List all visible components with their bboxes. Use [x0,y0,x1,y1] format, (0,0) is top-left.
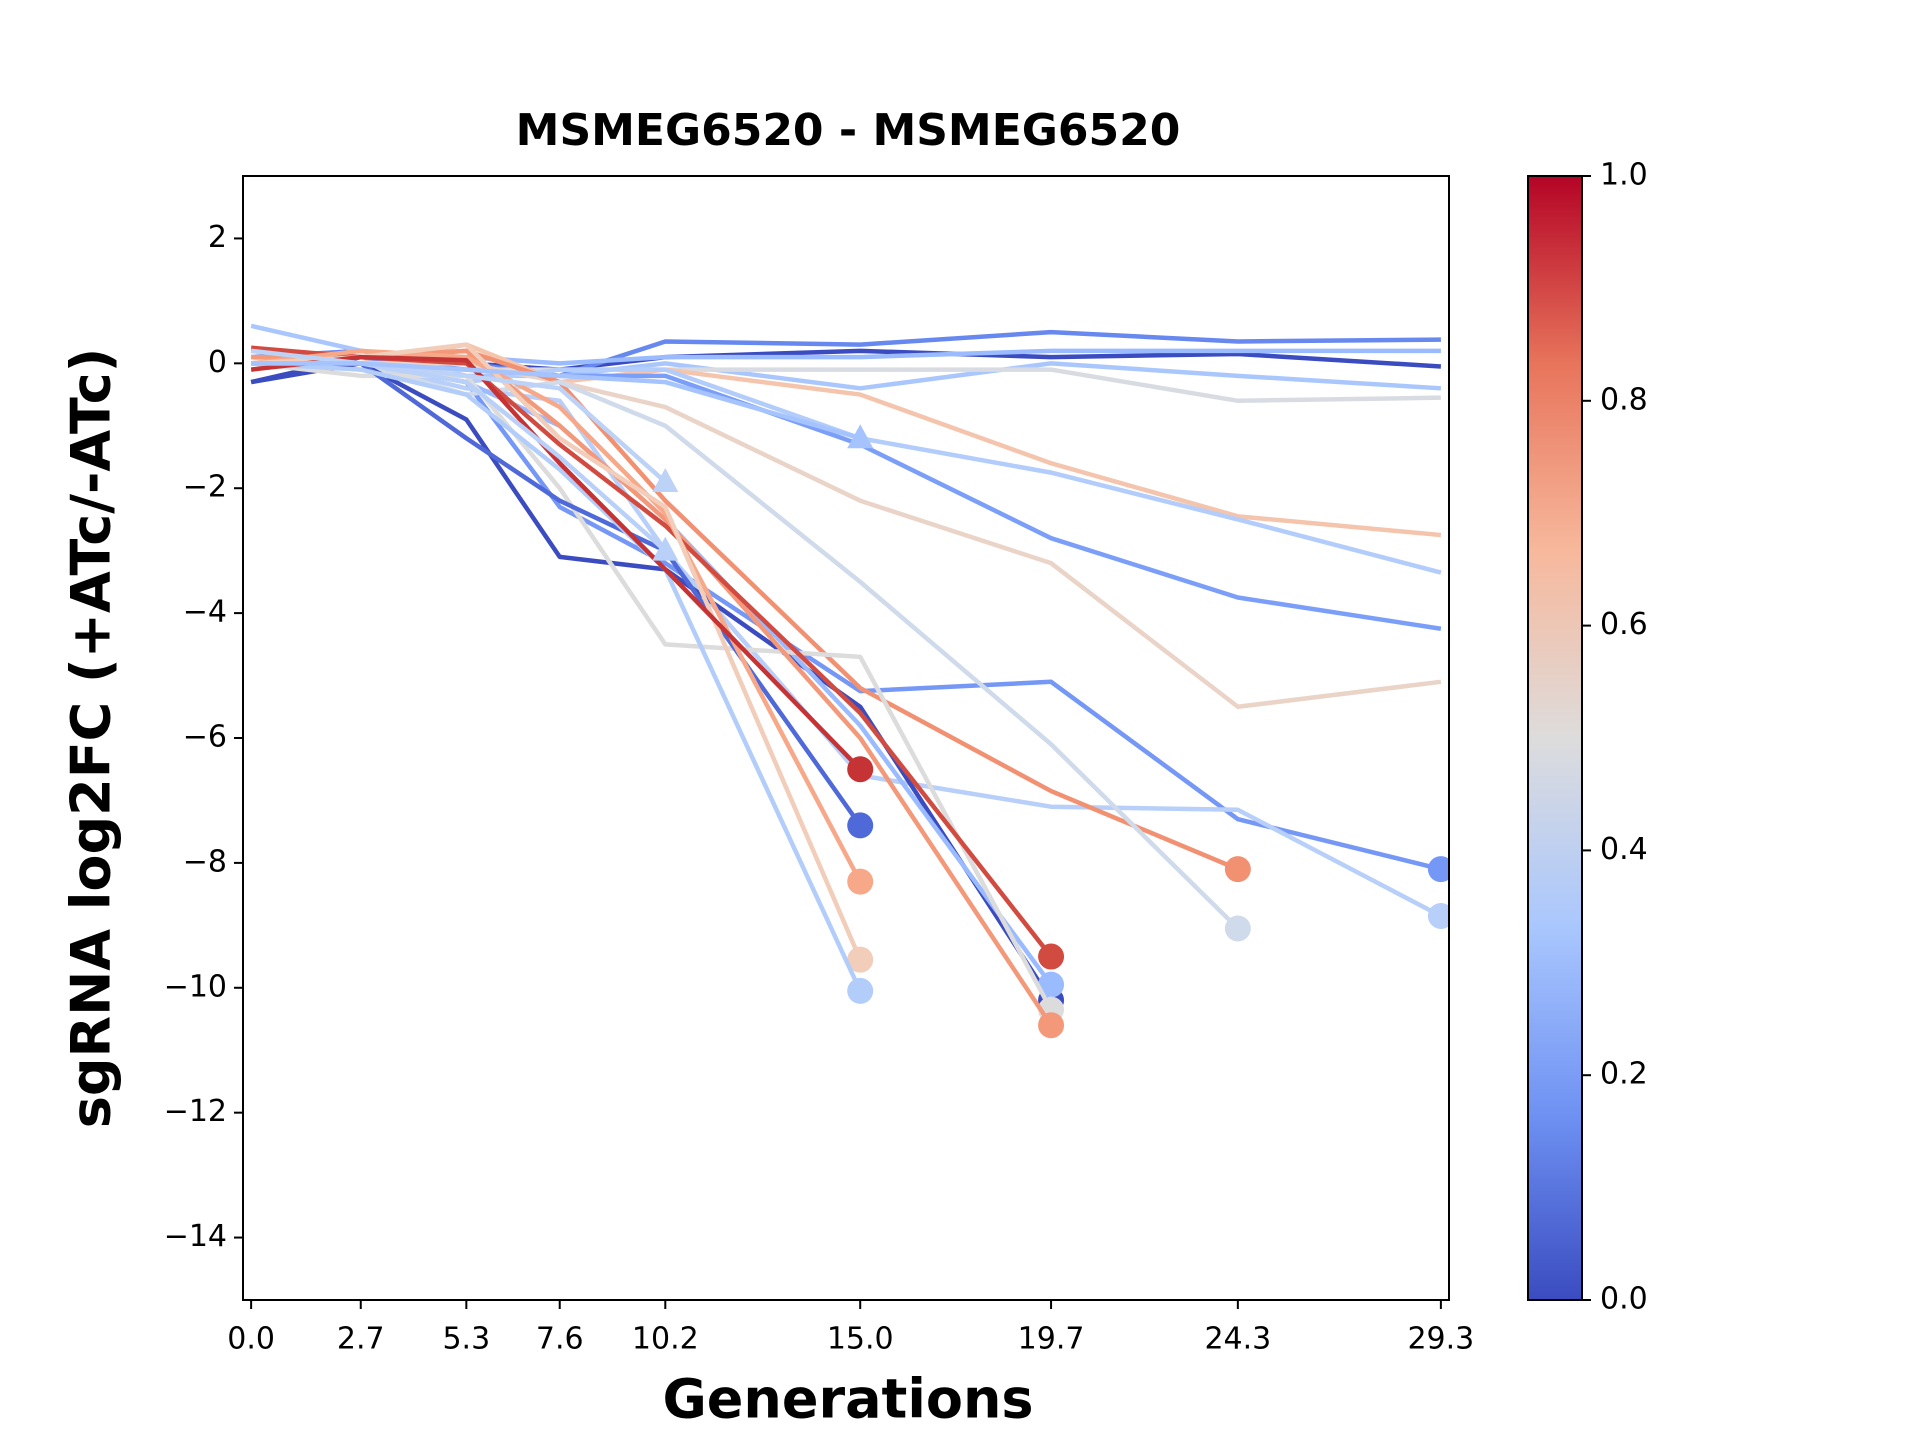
colorbar-tick-label: 1.0 [1600,158,1648,193]
end-marker [652,536,679,561]
series-line [251,361,1053,986]
y-axis-label: sgRNA log2FC (+ATc/-ATc) [60,348,123,1129]
x-axis-label: Generations [662,1368,1033,1431]
series-line [250,361,1053,1002]
series-line [251,361,1442,918]
end-marker [1224,915,1251,942]
series-line [250,348,667,484]
series-line [250,348,1442,710]
plot-lines [250,323,1449,1039]
y-tick-label: −2 [183,470,227,505]
x-tick-label: 15.0 [827,1322,894,1357]
y-tick-label: −6 [183,720,227,755]
y-tick-label: 0 [208,345,227,380]
end-marker [1038,943,1065,970]
x-tick-label: 19.7 [1018,1322,1085,1357]
colorbar-tick-label: 0.8 [1600,382,1648,417]
x-tick-label: 10.2 [632,1322,699,1357]
end-marker [847,946,874,973]
end-marker [847,977,874,1004]
colorbar-tick-label: 0.6 [1600,607,1648,642]
end-marker [1038,971,1065,998]
x-tick-label: 2.7 [337,1322,385,1357]
x-tick-label: 7.6 [536,1322,584,1357]
y-tick-label: −10 [164,969,227,1004]
end-marker [1427,902,1449,929]
y-tick-label: −12 [164,1094,227,1129]
series-line [250,361,863,992]
series-line [250,345,1053,958]
series-line [251,361,861,441]
x-tick-label: 24.3 [1204,1322,1271,1357]
end-marker [847,756,874,783]
end-marker [1427,856,1449,883]
series-line [250,361,1054,1011]
y-tick-label: 2 [208,220,227,255]
x-tick-label: 29.3 [1407,1322,1474,1357]
y-tick-label: −8 [183,844,227,879]
x-tick-label: 5.3 [442,1322,490,1357]
end-marker [1224,856,1251,883]
colorbar-tick-label: 0.2 [1600,1057,1648,1092]
end-marker [652,467,679,492]
end-marker [847,424,874,449]
x-tick-label: 0.0 [227,1322,275,1357]
colorbar-tick-label: 0.4 [1600,832,1648,867]
chart-title: MSMEG6520 - MSMEG6520 [516,105,1181,156]
y-tick-label: −14 [164,1219,227,1254]
colorbar [1527,175,1583,1301]
y-tick-label: −4 [183,595,227,630]
end-marker [847,812,874,839]
colorbar-tick-label: 0.0 [1600,1282,1648,1317]
end-marker [1038,1012,1065,1039]
end-marker [847,868,874,895]
series-line [250,348,863,883]
